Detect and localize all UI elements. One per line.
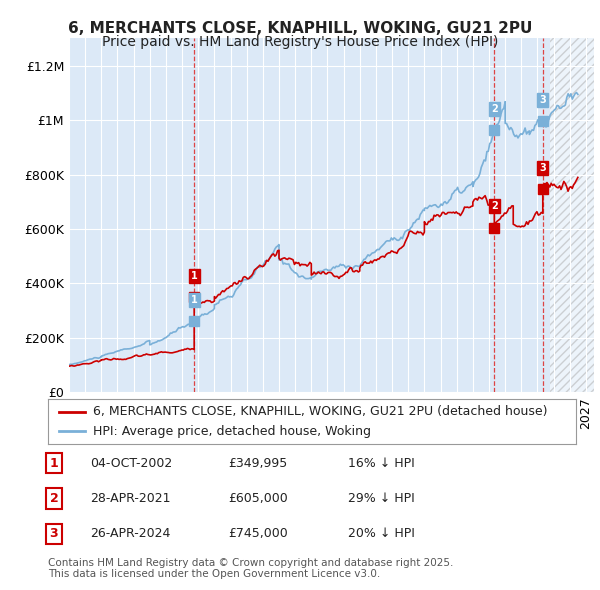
Text: 3: 3 [539,95,546,105]
Text: 26-APR-2024: 26-APR-2024 [90,527,170,540]
Bar [550,38,594,392]
Text: 6, MERCHANTS CLOSE, KNAPHILL, WOKING, GU21 2PU (detached house): 6, MERCHANTS CLOSE, KNAPHILL, WOKING, GU… [93,405,547,418]
Text: 1: 1 [191,294,197,304]
Text: 04-OCT-2002: 04-OCT-2002 [90,457,172,470]
Text: 16% ↓ HPI: 16% ↓ HPI [348,457,415,470]
Text: 20% ↓ HPI: 20% ↓ HPI [348,527,415,540]
Text: Price paid vs. HM Land Registry's House Price Index (HPI): Price paid vs. HM Land Registry's House … [102,35,498,50]
Text: 2: 2 [491,104,498,114]
Text: Contains HM Land Registry data © Crown copyright and database right 2025.
This d: Contains HM Land Registry data © Crown c… [48,558,454,579]
Text: 3: 3 [539,163,546,173]
Text: £349,995: £349,995 [228,457,287,470]
Text: 1: 1 [50,457,58,470]
Text: 29% ↓ HPI: 29% ↓ HPI [348,492,415,505]
Text: 3: 3 [50,527,58,540]
Text: 1: 1 [191,271,197,281]
Text: 2: 2 [491,201,498,211]
Text: HPI: Average price, detached house, Woking: HPI: Average price, detached house, Woki… [93,425,371,438]
Text: 6, MERCHANTS CLOSE, KNAPHILL, WOKING, GU21 2PU: 6, MERCHANTS CLOSE, KNAPHILL, WOKING, GU… [68,21,532,35]
Text: 28-APR-2021: 28-APR-2021 [90,492,170,505]
Text: £745,000: £745,000 [228,527,288,540]
Text: 2: 2 [50,492,58,505]
Text: £605,000: £605,000 [228,492,288,505]
